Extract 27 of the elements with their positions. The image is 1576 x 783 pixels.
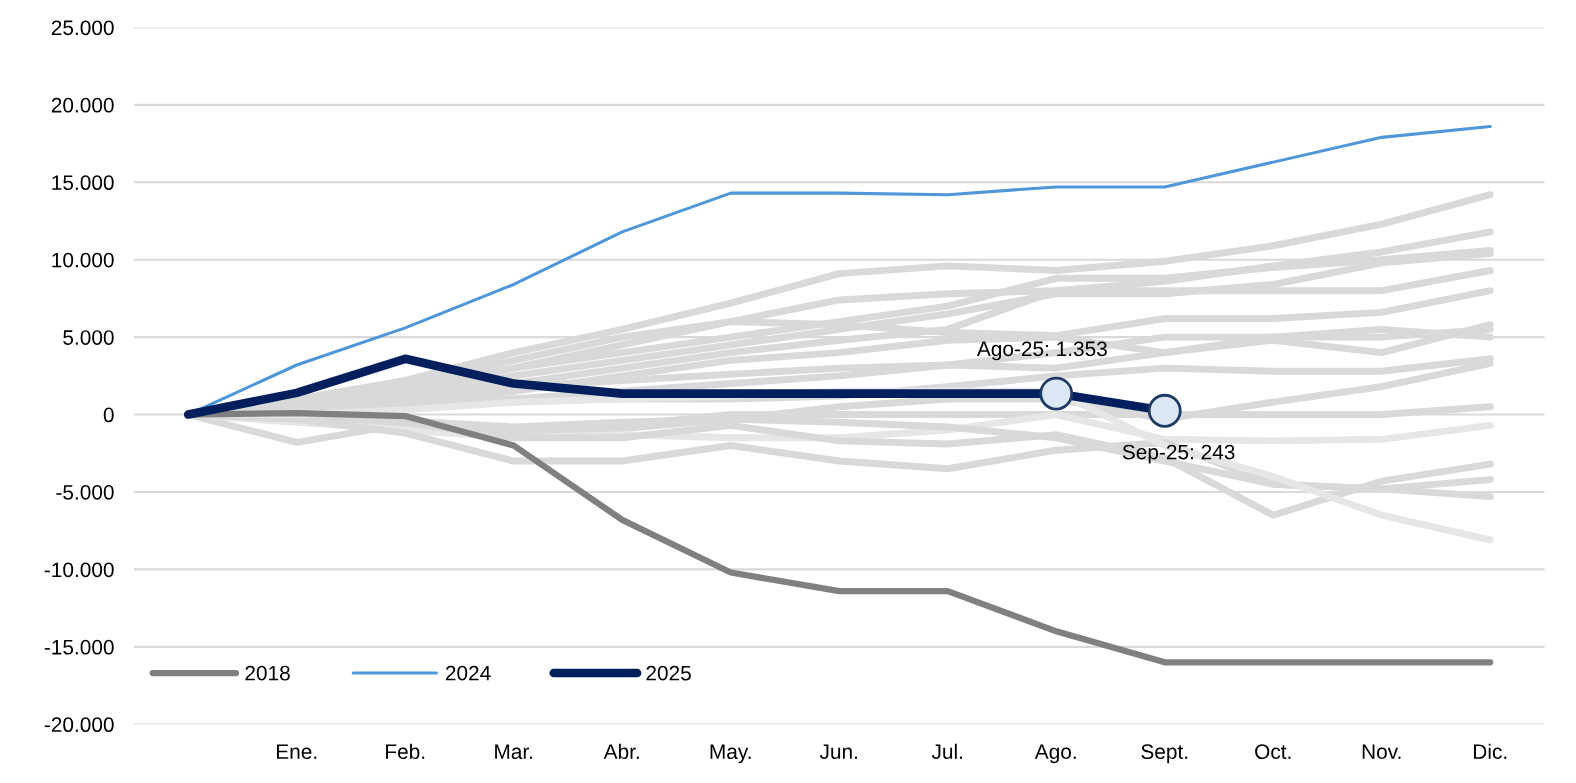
y-tick-label: -15.000 <box>44 639 114 655</box>
x-tick-label: Oct. <box>1255 744 1291 760</box>
x-tick-label: Jun. <box>819 744 858 760</box>
y-tick-label: 5.000 <box>63 330 114 345</box>
x-tick-label: Dic. <box>1474 743 1507 760</box>
y-tick-label: 25.000 <box>51 20 114 36</box>
annotation: Sep-25: 243 <box>1122 444 1235 464</box>
x-tick-label: Sept. <box>1141 744 1188 764</box>
y-tick-label: 10.000 <box>52 252 114 268</box>
x-tick-label: Mar. <box>495 744 533 760</box>
legend-label: 2024 <box>445 665 491 681</box>
x-tick-label: Feb. <box>386 743 425 760</box>
legend-label: 2018 <box>245 665 290 681</box>
y-tick-label: 20.000 <box>51 97 114 113</box>
y-tick-label: -10.000 <box>44 562 114 578</box>
legend-label: 2025 <box>646 665 691 681</box>
x-tick-label: Ago. <box>1034 744 1076 764</box>
x-tick-label: May. <box>710 744 751 764</box>
y-tick-label: 0 <box>103 407 114 423</box>
y-tick-label: 15.000 <box>52 175 114 191</box>
y-tick-label: -20.000 <box>44 717 114 733</box>
x-tick-label: Jul. <box>931 743 963 760</box>
y-tick-label: -5.000 <box>56 484 114 500</box>
x-tick-label: Nov. <box>1362 744 1401 760</box>
annotation: Ago-25: 1.353 <box>976 341 1107 361</box>
x-tick-label: Abr. <box>603 743 639 760</box>
x-tick-label: Ene. <box>276 744 317 760</box>
